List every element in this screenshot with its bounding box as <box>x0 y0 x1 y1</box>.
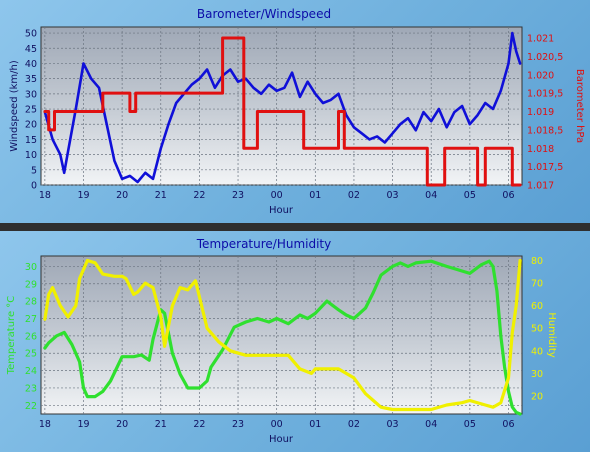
x-tick-label: 02 <box>348 419 360 430</box>
y-right-tick-label: 1.020 <box>527 70 554 81</box>
x-tick-label: 06 <box>502 190 514 201</box>
humidity-series-line <box>43 258 522 412</box>
x-tick-label: 18 <box>39 190 51 201</box>
series-group <box>43 31 522 187</box>
y-left-tick-label: 40 <box>25 59 37 70</box>
windspeed-series-line <box>43 31 522 184</box>
x-tick-label: 20 <box>116 419 128 430</box>
x-tick-label: 23 <box>232 190 244 201</box>
y-right-tick-label: 30 <box>531 369 543 380</box>
x-axis-label: Hour <box>269 205 294 216</box>
x-tick-label: 18 <box>39 419 51 430</box>
y-left-tick-label: 0 <box>31 181 37 192</box>
x-tick-label: 00 <box>271 190 283 201</box>
x-tick-label: 00 <box>271 419 283 430</box>
y-right-tick-label: 50 <box>531 324 543 335</box>
chart-title: Barometer/Windspeed <box>197 7 331 21</box>
y-left-tick-label: 22 <box>25 401 37 412</box>
y-axis-left-label: Windspeed (km/h) <box>9 60 20 152</box>
y-right-tick-label: 20 <box>531 391 543 402</box>
barometer-series-line <box>43 36 522 187</box>
series-group <box>43 258 522 416</box>
x-tick-label: 01 <box>309 419 321 430</box>
temperature-humidity-panel: Temperature/Humidity 18 19 20 21 22 23 00 01 02 0… <box>0 231 590 452</box>
y-left-tick-label: 27 <box>25 314 37 325</box>
x-tick-label: 21 <box>155 419 167 430</box>
y-left-tick-label: 5 <box>31 165 37 176</box>
x-tick-label: 02 <box>348 190 360 201</box>
x-tick-label: 03 <box>387 190 399 201</box>
x-tick-label: 21 <box>155 190 167 201</box>
y-left-tick-label: 10 <box>25 150 37 161</box>
x-tick-label: 04 <box>425 419 437 430</box>
x-tick-label: 04 <box>425 190 437 201</box>
y-right-tick-label: 1.017 <box>527 181 554 192</box>
x-tick-label: 01 <box>309 190 321 201</box>
x-tick-label: 20 <box>116 190 128 201</box>
plot-area <box>40 255 523 415</box>
y-left-tick-label: 35 <box>25 74 37 85</box>
y-left-tick-label: 25 <box>25 349 37 360</box>
y-right-tick-label: 1.017,5 <box>527 162 563 173</box>
x-tick-label: 06 <box>502 419 514 430</box>
y-left-tick-label: 45 <box>25 44 37 55</box>
x-tick-label: 05 <box>464 190 476 201</box>
x-tick-label: 03 <box>387 419 399 430</box>
x-axis-label: Hour <box>269 434 294 445</box>
temperature-humidity-chart: Temperature/Humidity 18 19 20 21 22 23 00 01 02 0… <box>6 237 557 445</box>
chart-title: Temperature/Humidity <box>196 237 331 251</box>
y-left-tick-label: 28 <box>25 297 37 308</box>
y-left-tick-label: 23 <box>25 383 37 394</box>
y-right-tick-label: 1.021 <box>527 34 554 45</box>
y-axis-right-label: Humidity <box>546 312 557 357</box>
y-left-tick-label: 30 <box>25 262 37 273</box>
y-right-tick-label: 1.018,5 <box>527 125 563 136</box>
y-right-tick-label: 60 <box>531 301 543 312</box>
y-left-tick-label: 25 <box>25 105 37 116</box>
y-right-tick-label: 80 <box>531 256 543 267</box>
tick-labels: 18 19 20 21 22 23 00 01 02 03 04 05 0605101520253035… <box>25 29 563 201</box>
y-left-tick-label: 24 <box>25 366 37 377</box>
y-left-tick-label: 15 <box>25 135 37 146</box>
y-axis-right-label: Barometer hPa <box>574 69 585 143</box>
y-left-tick-label: 29 <box>25 279 37 290</box>
x-tick-label: 19 <box>77 419 89 430</box>
y-right-tick-label: 1.019 <box>527 107 554 118</box>
y-left-tick-label: 26 <box>25 331 37 342</box>
barometer-windspeed-chart: Barometer/Windspeed 18 19 20 21 22 23 00 01 02 03… <box>9 7 585 216</box>
y-left-tick-label: 50 <box>25 29 37 40</box>
y-right-tick-label: 40 <box>531 346 543 357</box>
y-right-tick-label: 1.020,5 <box>527 52 563 63</box>
y-right-tick-label: 1.019,5 <box>527 89 563 100</box>
x-tick-label: 23 <box>232 419 244 430</box>
tick-labels: 18 19 20 21 22 23 00 01 02 03 04 05 06 22 23 24 25 26 27 28… <box>25 256 543 430</box>
y-left-tick-label: 30 <box>25 89 37 100</box>
barometer-windspeed-panel: Barometer/Windspeed 18 19 20 21 22 23 00 01 02 03… <box>0 0 590 223</box>
y-right-tick-label: 1.018 <box>527 144 554 155</box>
y-right-tick-label: 70 <box>531 279 543 290</box>
x-tick-label: 22 <box>193 190 205 201</box>
y-axis-left-label: Temperature °C <box>6 296 17 376</box>
x-tick-label: 22 <box>193 419 205 430</box>
plot-area <box>40 26 523 186</box>
x-tick-label: 05 <box>464 419 476 430</box>
x-tick-label: 19 <box>77 190 89 201</box>
y-left-tick-label: 20 <box>25 120 37 131</box>
temperature-series-line <box>43 259 522 416</box>
